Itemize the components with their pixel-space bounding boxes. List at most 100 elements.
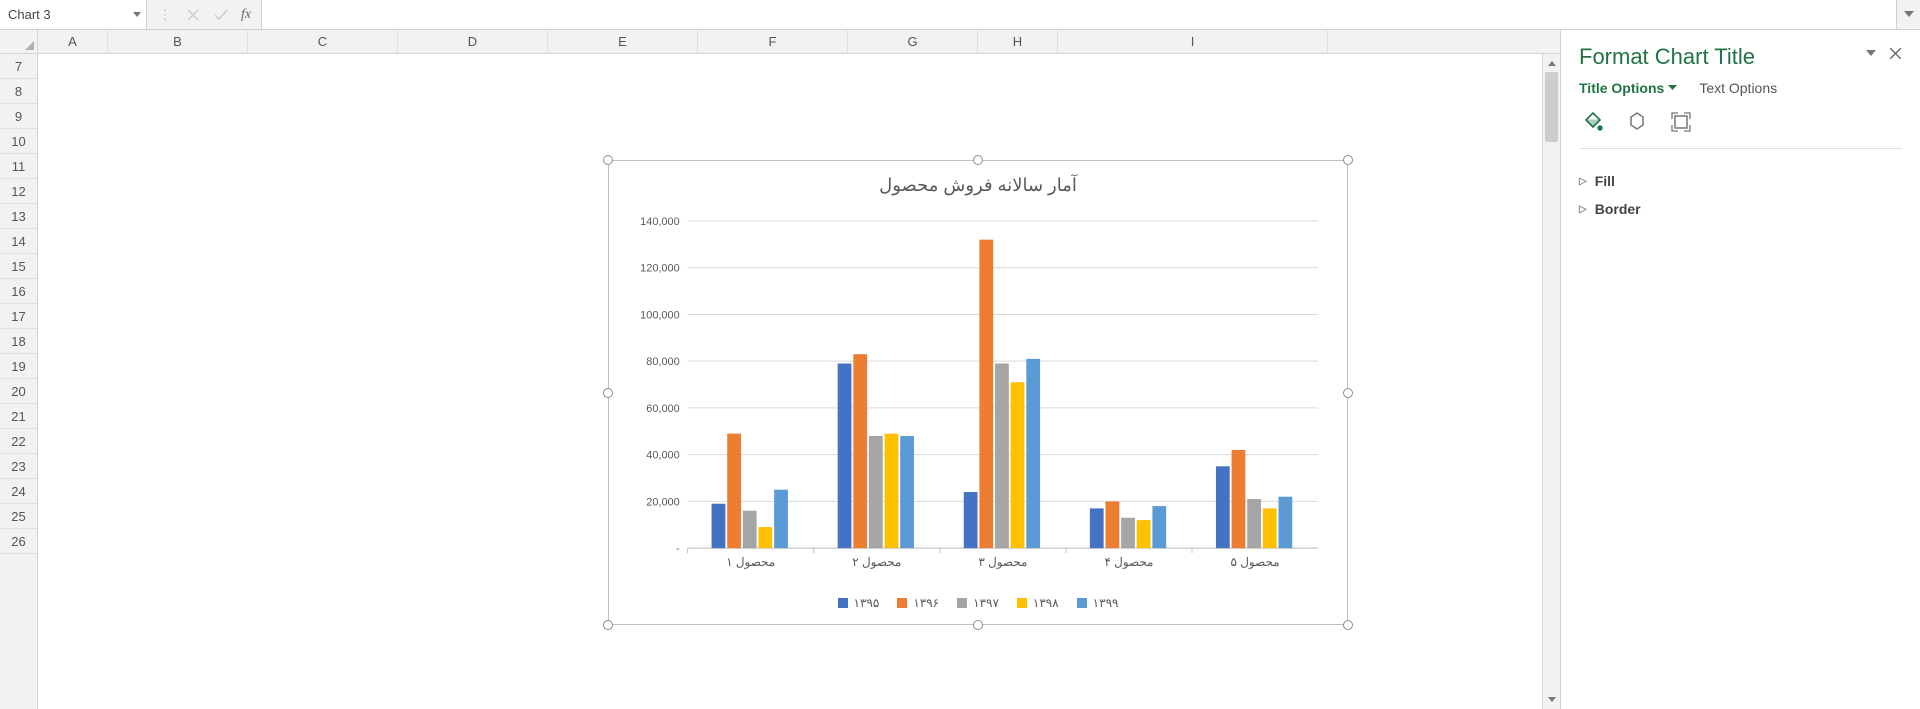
scroll-track[interactable]: [1545, 72, 1558, 691]
legend-swatch: [957, 598, 967, 608]
scroll-thumb[interactable]: [1545, 72, 1558, 142]
row-header[interactable]: 21: [0, 404, 37, 429]
svg-text:140,000: 140,000: [640, 216, 679, 228]
main-area: 7891011121314151617181920212223242526 AB…: [0, 30, 1920, 709]
row-header[interactable]: 16: [0, 279, 37, 304]
resize-handle-tr[interactable]: [1343, 155, 1353, 165]
legend-item[interactable]: ۱۳۹۷: [957, 596, 999, 610]
row-header[interactable]: 13: [0, 204, 37, 229]
tab-text-options[interactable]: Text Options: [1699, 80, 1777, 96]
formula-expand-button[interactable]: [1896, 0, 1920, 29]
section-border-label: Border: [1595, 201, 1641, 217]
row-header[interactable]: 9: [0, 104, 37, 129]
row-header[interactable]: 19: [0, 354, 37, 379]
section-border[interactable]: ▷ Border: [1579, 195, 1902, 223]
row-header[interactable]: 7: [0, 54, 37, 79]
row-header-column: 7891011121314151617181920212223242526: [0, 30, 38, 709]
column-headers: ABCDEFGHI: [38, 30, 1560, 54]
pane-options-button[interactable]: [1862, 44, 1880, 62]
cancel-button[interactable]: [181, 3, 205, 27]
legend-item[interactable]: ۱۳۹۵: [838, 596, 880, 610]
format-pane: Format Chart Title Title Options Text Op…: [1560, 30, 1920, 709]
pane-icon-row: [1579, 108, 1902, 149]
svg-text:محصول ۳: محصول ۳: [978, 555, 1027, 569]
svg-text:80,000: 80,000: [646, 356, 679, 368]
column-header[interactable]: F: [698, 30, 848, 53]
resize-handle-bm[interactable]: [973, 620, 983, 630]
chart-title[interactable]: آمار سالانه فروش محصول: [617, 169, 1339, 200]
svg-text:محصول ۱: محصول ۱: [726, 555, 775, 569]
tab-title-options[interactable]: Title Options: [1579, 80, 1677, 96]
row-header[interactable]: 10: [0, 129, 37, 154]
grid-body: ABCDEFGHI آمار سالانه فروش محصول -20,: [38, 30, 1560, 709]
chart-legend[interactable]: ۱۳۹۵ ۱۳۹۶ ۱۳۹۷ ۱۳۹۸ ۱۳۹۹: [617, 596, 1339, 610]
chart-object[interactable]: آمار سالانه فروش محصول -20,00040,00060,0…: [608, 160, 1348, 625]
section-fill-label: Fill: [1595, 173, 1615, 189]
scroll-up-button[interactable]: [1543, 54, 1560, 72]
row-header[interactable]: 24: [0, 479, 37, 504]
formula-input[interactable]: [262, 0, 1896, 29]
legend-label: ۱۳۹۶: [913, 596, 939, 610]
resize-handle-mr[interactable]: [1343, 388, 1353, 398]
column-header[interactable]: D: [398, 30, 548, 53]
enter-button[interactable]: [209, 3, 233, 27]
row-header[interactable]: 23: [0, 454, 37, 479]
row-header[interactable]: 18: [0, 329, 37, 354]
expand-fx-button[interactable]: ⋮: [153, 3, 177, 27]
pane-controls: [1862, 44, 1904, 62]
pane-close-button[interactable]: [1886, 44, 1904, 62]
row-header[interactable]: 14: [0, 229, 37, 254]
row-header[interactable]: 17: [0, 304, 37, 329]
legend-swatch: [897, 598, 907, 608]
legend-swatch: [838, 598, 848, 608]
resize-handle-br[interactable]: [1343, 620, 1353, 630]
column-header[interactable]: A: [38, 30, 108, 53]
scroll-down-button[interactable]: [1543, 691, 1560, 709]
fx-label[interactable]: fx: [237, 7, 255, 23]
select-all-corner[interactable]: [0, 30, 37, 54]
legend-item[interactable]: ۱۳۹۹: [1077, 596, 1119, 610]
column-header[interactable]: H: [978, 30, 1058, 53]
resize-handle-tl[interactable]: [603, 155, 613, 165]
cells-area[interactable]: آمار سالانه فروش محصول -20,00040,00060,0…: [38, 54, 1560, 709]
row-header[interactable]: 15: [0, 254, 37, 279]
resize-handle-ml[interactable]: [603, 388, 613, 398]
pane-title: Format Chart Title: [1579, 44, 1902, 70]
section-fill[interactable]: ▷ Fill: [1579, 167, 1902, 195]
legend-label: ۱۳۹۹: [1093, 596, 1119, 610]
row-header[interactable]: 25: [0, 504, 37, 529]
resize-handle-tm[interactable]: [973, 155, 983, 165]
legend-swatch: [1077, 598, 1087, 608]
tab-title-options-label: Title Options: [1579, 80, 1664, 96]
column-header[interactable]: I: [1058, 30, 1328, 53]
legend-item[interactable]: ۱۳۹۶: [897, 596, 939, 610]
column-header[interactable]: E: [548, 30, 698, 53]
chart-inner: آمار سالانه فروش محصول -20,00040,00060,0…: [617, 169, 1339, 616]
size-properties-icon[interactable]: [1667, 108, 1695, 136]
row-header[interactable]: 20: [0, 379, 37, 404]
legend-swatch: [1017, 598, 1027, 608]
svg-text:100,000: 100,000: [640, 309, 679, 321]
svg-text:120,000: 120,000: [640, 263, 679, 275]
effects-icon[interactable]: [1623, 108, 1651, 136]
row-header[interactable]: 22: [0, 429, 37, 454]
row-header[interactable]: 12: [0, 179, 37, 204]
formula-bar: Chart 3 ⋮ fx: [0, 0, 1920, 30]
row-header[interactable]: 11: [0, 154, 37, 179]
column-header[interactable]: B: [108, 30, 248, 53]
svg-text:20,000: 20,000: [646, 496, 679, 508]
vertical-scrollbar[interactable]: [1542, 54, 1560, 709]
row-header[interactable]: 8: [0, 79, 37, 104]
row-header[interactable]: 26: [0, 529, 37, 554]
resize-handle-bl[interactable]: [603, 620, 613, 630]
legend-item[interactable]: ۱۳۹۸: [1017, 596, 1059, 610]
name-box-dropdown[interactable]: [128, 0, 146, 29]
column-header[interactable]: C: [248, 30, 398, 53]
tab-text-options-label: Text Options: [1699, 80, 1777, 96]
column-header[interactable]: G: [848, 30, 978, 53]
chevron-right-icon: ▷: [1579, 204, 1587, 215]
plot-area[interactable]: -20,00040,00060,00080,000100,000120,0001…: [627, 215, 1329, 572]
fill-line-icon[interactable]: [1579, 108, 1607, 136]
name-box[interactable]: Chart 3: [0, 0, 128, 29]
fx-controls: ⋮ fx: [147, 0, 262, 29]
